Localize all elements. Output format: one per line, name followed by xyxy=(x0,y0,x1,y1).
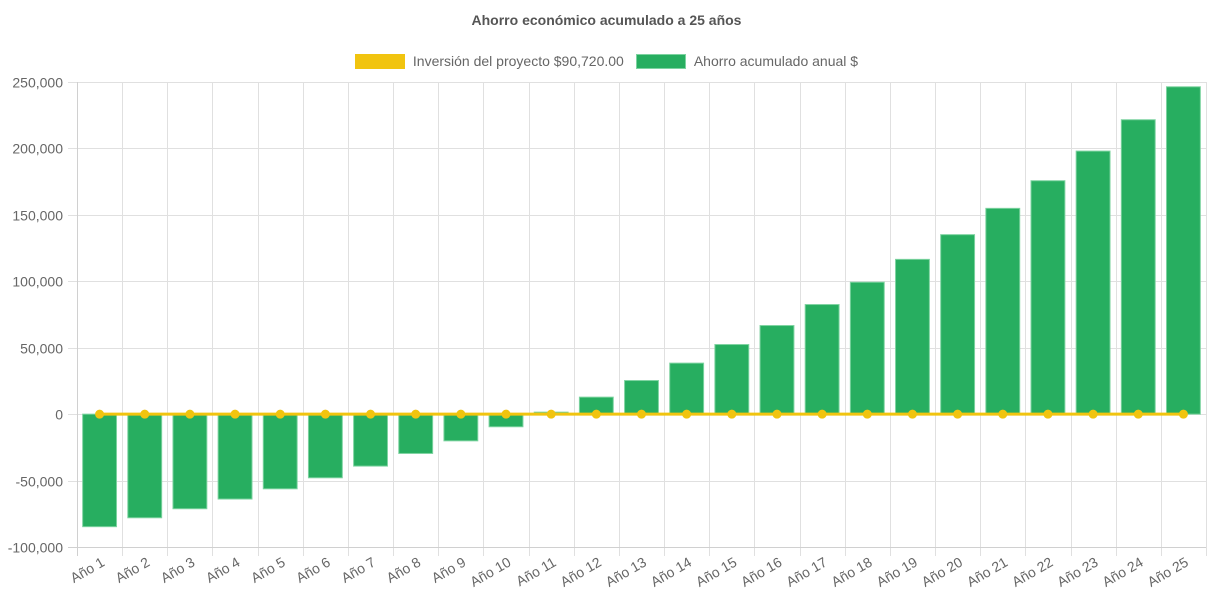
x-axis: Año 1 Año 2 Año 3 Año 4 Año 5 Año 6 Año 7 Año 8… xyxy=(67,554,1191,590)
x-tick-label: Año 21 xyxy=(964,554,1011,590)
point-inversion xyxy=(1178,409,1188,419)
x-tick-label: Año 5 xyxy=(248,554,288,586)
bar-ahorro xyxy=(940,234,976,415)
bar-ahorro xyxy=(849,281,885,415)
y-axis: 250,000 200,000 150,000 100,000 50,000 0 -50,0… xyxy=(8,75,63,556)
x-tick-label: Año 17 xyxy=(783,554,830,590)
legend-item-ahorro[interactable]: Ahorro acumulado anual $ xyxy=(635,53,859,69)
point-inversion xyxy=(366,409,376,419)
y-tick-label: 150,000 xyxy=(12,208,63,224)
chart-title: Ahorro económico acumulado a 25 años xyxy=(471,12,742,28)
point-inversion xyxy=(1043,409,1053,419)
x-tick-label: Año 10 xyxy=(467,554,514,590)
point-inversion xyxy=(817,409,827,419)
bar-ahorro xyxy=(1030,180,1066,415)
bar-ahorro xyxy=(804,304,840,415)
legend-label-inversion: Inversión del proyecto $90,720.00 xyxy=(412,53,624,69)
x-tick-label: Año 25 xyxy=(1144,554,1191,590)
y-tick-label: 100,000 xyxy=(12,274,63,290)
y-tick-label: 50,000 xyxy=(20,341,63,357)
point-inversion xyxy=(1088,409,1098,419)
x-tick-label: Año 7 xyxy=(338,554,378,586)
point-inversion xyxy=(862,409,872,419)
point-inversion xyxy=(185,409,195,419)
x-tick-label: Año 18 xyxy=(828,554,875,590)
x-tick-label: Año 15 xyxy=(693,554,740,590)
point-inversion xyxy=(140,409,150,419)
y-tick-label: 200,000 xyxy=(12,141,63,157)
legend-label-ahorro: Ahorro acumulado anual $ xyxy=(693,53,859,69)
bar-ahorro xyxy=(262,413,298,490)
point-inversion xyxy=(546,409,556,419)
legend-swatch-inversion xyxy=(354,53,405,69)
point-inversion xyxy=(998,409,1008,419)
x-tick-label: Año 3 xyxy=(158,554,198,586)
point-inversion xyxy=(320,409,330,419)
x-tick-label: Año 4 xyxy=(203,554,243,586)
bar-ahorro xyxy=(714,344,750,415)
y-tick-label: -100,000 xyxy=(8,540,63,556)
bar-ahorro xyxy=(1165,86,1201,415)
y-tick-label: -50,000 xyxy=(16,474,64,490)
bar-ahorro xyxy=(127,413,163,519)
point-inversion xyxy=(637,409,646,419)
x-tick-label: Año 12 xyxy=(557,554,604,590)
point-inversion xyxy=(772,409,782,419)
bar-ahorro xyxy=(624,380,659,415)
x-tick-label: Año 20 xyxy=(919,554,966,590)
bar-ahorro xyxy=(398,413,434,454)
point-inversion xyxy=(411,409,421,419)
legend-swatch-ahorro xyxy=(635,53,686,69)
bars xyxy=(82,86,1201,528)
y-tick-label: 0 xyxy=(55,407,63,423)
bar-ahorro xyxy=(895,258,930,415)
legend-item-inversion[interactable]: Inversión del proyecto $90,720.00 xyxy=(354,53,624,69)
bar-ahorro xyxy=(759,325,795,415)
legend: Inversión del proyecto $90,720.00 Ahorro… xyxy=(0,53,1213,69)
x-tick-label: Año 9 xyxy=(429,554,469,586)
x-tick-label: Año 23 xyxy=(1054,554,1101,590)
point-inversion xyxy=(682,409,692,419)
point-inversion xyxy=(456,409,466,419)
x-tick-label: Año 1 xyxy=(67,554,107,586)
point-inversion xyxy=(1133,409,1143,419)
bar-ahorro xyxy=(172,413,208,510)
bar-ahorro xyxy=(985,207,1021,415)
x-tick-label: Año 8 xyxy=(384,554,424,586)
investment-line xyxy=(95,409,1188,419)
point-inversion xyxy=(953,409,963,419)
point-inversion xyxy=(275,409,285,419)
point-inversion xyxy=(501,409,511,419)
x-tick-label: Año 6 xyxy=(293,554,333,586)
x-tick-label: Año 22 xyxy=(1009,554,1056,590)
x-tick-label: Año 16 xyxy=(738,554,785,590)
bar-ahorro xyxy=(1120,119,1156,415)
bar-ahorro xyxy=(353,413,388,467)
point-inversion xyxy=(591,409,601,419)
point-inversion xyxy=(230,409,240,419)
bar-ahorro xyxy=(217,413,253,500)
point-inversion xyxy=(727,409,737,419)
x-tick-label: Año 14 xyxy=(648,554,695,590)
bar-ahorro xyxy=(1075,150,1111,415)
bar-ahorro xyxy=(82,413,118,528)
x-tick-label: Año 2 xyxy=(113,554,153,586)
x-tick-label: Año 13 xyxy=(603,554,650,590)
bar-ahorro xyxy=(669,362,705,415)
x-tick-label: Año 24 xyxy=(1099,554,1146,590)
bar-ahorro xyxy=(307,413,343,479)
point-inversion xyxy=(95,409,105,419)
x-tick-label: Año 19 xyxy=(874,554,921,590)
y-tick-label: 250,000 xyxy=(12,75,63,91)
point-inversion xyxy=(907,409,917,419)
x-tick-label: Año 11 xyxy=(513,554,559,590)
